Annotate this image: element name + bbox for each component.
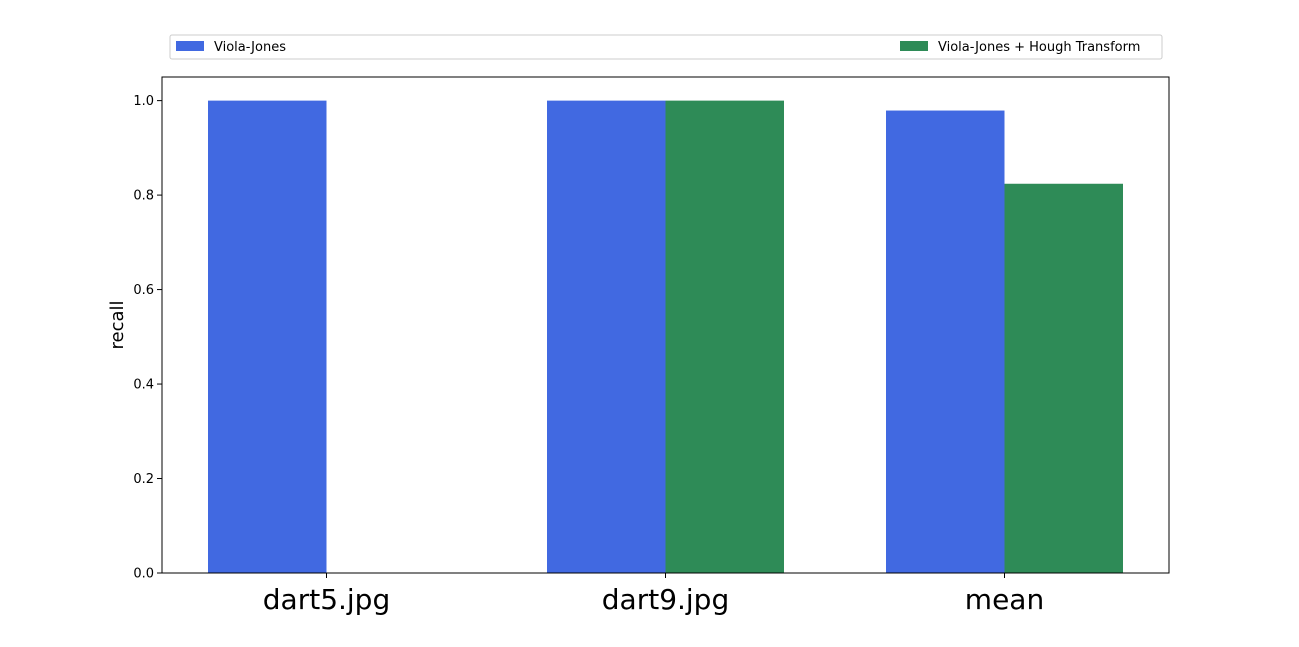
x-tick-label-dart9-jpg: dart9.jpg	[602, 583, 729, 616]
bars-layer	[208, 100, 1123, 573]
x-tick-label-dart5-jpg: dart5.jpg	[263, 583, 390, 616]
y-tick-label: 0.2	[133, 472, 154, 487]
y-axis-ticks: 0.0 0.2 0.4 0.6 0.8 1.0	[133, 94, 162, 582]
legend-swatch-viola-jones-hough	[900, 41, 928, 51]
legend-label-viola-jones-hough: Viola-Jones + Hough Transform	[938, 40, 1140, 55]
bar-viola-jones-dart9-jpg	[547, 100, 666, 573]
y-axis-label: recall	[107, 300, 128, 349]
y-tick-label: 0.0	[133, 567, 154, 582]
legend: Viola-Jones Viola-Jones + Hough Transfor…	[169, 34, 1163, 60]
y-tick-label: 1.0	[133, 94, 154, 109]
bar-viola-jones-hough-transform-dart9-jpg	[665, 100, 784, 573]
legend-swatch-viola-jones	[176, 41, 204, 51]
y-tick-label: 0.8	[133, 189, 154, 204]
bar-viola-jones-hough-transform-mean	[1004, 183, 1123, 573]
y-tick-label: 0.4	[133, 378, 154, 393]
x-axis-ticks: dart5.jpg dart9.jpg mean	[263, 573, 1044, 616]
y-tick-label: 0.6	[133, 283, 154, 298]
x-tick-label-mean: mean	[965, 583, 1044, 616]
bar-viola-jones-mean	[886, 110, 1005, 573]
bar-viola-jones-dart5-jpg	[208, 100, 327, 573]
legend-label-viola-jones: Viola-Jones	[214, 40, 286, 55]
plot-frame	[161, 76, 1170, 574]
